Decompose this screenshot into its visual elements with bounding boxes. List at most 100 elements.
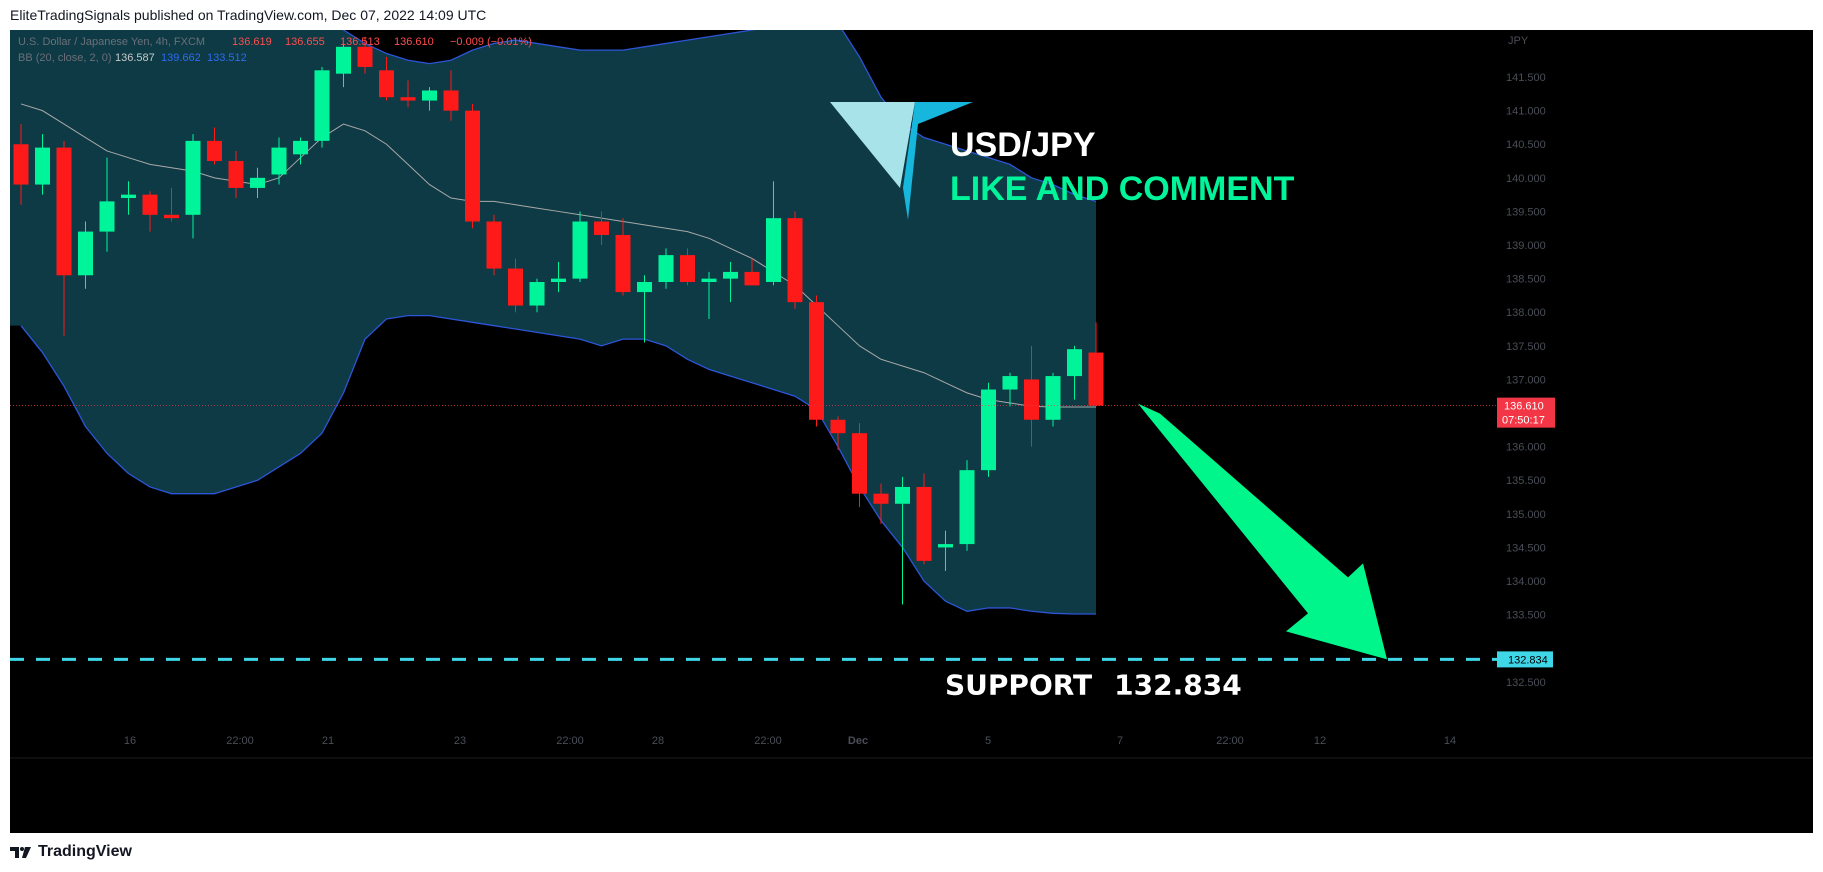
candle-body [766, 218, 781, 282]
candle-body [1067, 349, 1082, 377]
time-tick-label: 16 [124, 735, 136, 747]
candle-body [938, 544, 953, 548]
candle-body [271, 147, 287, 175]
price-tick-label: 133.500 [1506, 610, 1546, 622]
ohlc-value: 136.655 [285, 36, 325, 48]
price-tick-label: 138.000 [1506, 307, 1546, 319]
candle-body [744, 271, 760, 286]
time-tick-label: 21 [322, 735, 334, 747]
bar-countdown: 07:50:17 [1502, 415, 1545, 427]
tradingview-footer[interactable]: TradingView [10, 843, 132, 861]
time-tick-label: 28 [652, 735, 664, 747]
price-tick-label: 141.500 [1506, 72, 1546, 84]
candle-body [1002, 376, 1018, 390]
candle-body [185, 140, 201, 215]
time-tick-label: 22:00 [754, 735, 782, 747]
ohlc-value: −0.009 (−0.01%) [450, 36, 532, 48]
price-tick-label: 138.500 [1506, 274, 1546, 286]
candle-body [895, 486, 910, 504]
ohlc-value: 136.619 [232, 36, 272, 48]
published-line: EliteTradingSignals published on Trading… [10, 7, 487, 23]
time-tick-label: 22:00 [1216, 735, 1244, 747]
candle-body [830, 419, 846, 434]
price-tick-label: 141.000 [1506, 106, 1546, 118]
symbol-description: U.S. Dollar / Japanese Yen, 4h, FXCM [18, 36, 205, 48]
bb-value: 133.512 [207, 52, 247, 64]
support-price-tag-value: 132.834 [1508, 654, 1548, 666]
price-tick-label: 140.000 [1506, 173, 1546, 185]
bb-indicator-label: BB (20, close, 2, 0) [18, 52, 112, 64]
candle-body [701, 278, 717, 282]
candle-body [1024, 379, 1039, 420]
last-price-tag [1497, 397, 1555, 428]
candle-body [35, 147, 50, 185]
time-tick-label: 14 [1444, 735, 1456, 747]
candle-body [207, 140, 222, 162]
candle-body [422, 90, 437, 101]
candle-body [164, 214, 179, 219]
publication-header: EliteTradingSignals published on Trading… [10, 7, 486, 23]
chart-legend: U.S. Dollar / Japanese Yen, 4h, FXCM BB … [18, 36, 532, 64]
price-tick-label: 140.500 [1506, 139, 1546, 151]
candle-body [314, 70, 330, 141]
chart-title: USD/JPY [950, 126, 1096, 164]
support-price-tag [1497, 651, 1553, 668]
price-tick-label: 134.000 [1506, 576, 1546, 588]
chart-subtitle: LIKE AND COMMENT [950, 170, 1295, 208]
bb-value: 139.662 [161, 52, 201, 64]
price-tick-label: 132.500 [1506, 677, 1546, 689]
candle-body [465, 110, 480, 222]
candle-body [400, 97, 416, 101]
candle-body [658, 255, 674, 282]
candle-body [916, 486, 932, 561]
downward-arrow [1138, 403, 1387, 660]
candle-body [293, 140, 308, 155]
time-axis-background [10, 712, 1497, 833]
ohlc-value: 136.513 [340, 36, 380, 48]
candle-body [723, 271, 738, 279]
time-tick-label: 23 [454, 735, 466, 747]
candle-body [637, 282, 652, 293]
candle-body [680, 255, 695, 282]
candle-body [594, 221, 609, 235]
candle-body [809, 302, 824, 420]
currency-label: JPY [1508, 35, 1529, 47]
candle-body [443, 90, 459, 111]
bb-value: 136.587 [115, 52, 155, 64]
support-price-text: 132.834 [1114, 668, 1242, 701]
candle-body [551, 278, 566, 282]
candle-body [142, 194, 158, 215]
bollinger-band [10, 30, 1097, 615]
last-price-value: 136.610 [1504, 401, 1544, 413]
price-tick-label: 139.000 [1506, 240, 1546, 252]
bb-lower-line [20, 314, 1096, 615]
price-tick-label: 136.000 [1506, 442, 1546, 454]
candle-body [228, 161, 244, 188]
candle-body [379, 70, 394, 98]
candle-body [99, 201, 115, 232]
price-tick-label: 137.000 [1506, 374, 1546, 386]
candle-body [486, 221, 502, 269]
candle-body [250, 177, 265, 188]
price-axis[interactable]: JPY 141.500 141.000 140.500 140.000 139.500 13… [1497, 30, 1813, 833]
time-tick-label: 12 [1314, 735, 1326, 747]
price-axis-background [1497, 30, 1813, 833]
support-label: SUPPORT 132.834 [945, 668, 1242, 701]
candle-body [13, 144, 29, 185]
candle-body [56, 147, 72, 276]
candle-body [981, 389, 996, 471]
candle-body [787, 218, 803, 303]
support-level: SUPPORT 132.834 [10, 657, 1497, 701]
candle-body [572, 221, 588, 279]
chart-annotations: USD/JPY LIKE AND COMMENT [830, 102, 1387, 660]
time-axis[interactable]: 16 22:00 21 23 22:00 28 22:00 Dec 5 7 22:00 12 14 [10, 712, 1813, 833]
candle-body [1088, 352, 1104, 406]
time-tick-label: 22:00 [226, 735, 254, 747]
candlestick-series [13, 36, 1104, 605]
candle-body [873, 493, 889, 504]
tradingview-brand: TradingView [38, 843, 132, 860]
chart-frame[interactable]: SUPPORT 132.834 USD/JPY LIKE AND COMMENT J… [10, 30, 1813, 833]
price-chart[interactable]: SUPPORT 132.834 USD/JPY LIKE AND COMMENT J… [10, 30, 1813, 833]
time-tick-label: 7 [1117, 735, 1123, 747]
candle-body [852, 433, 867, 494]
